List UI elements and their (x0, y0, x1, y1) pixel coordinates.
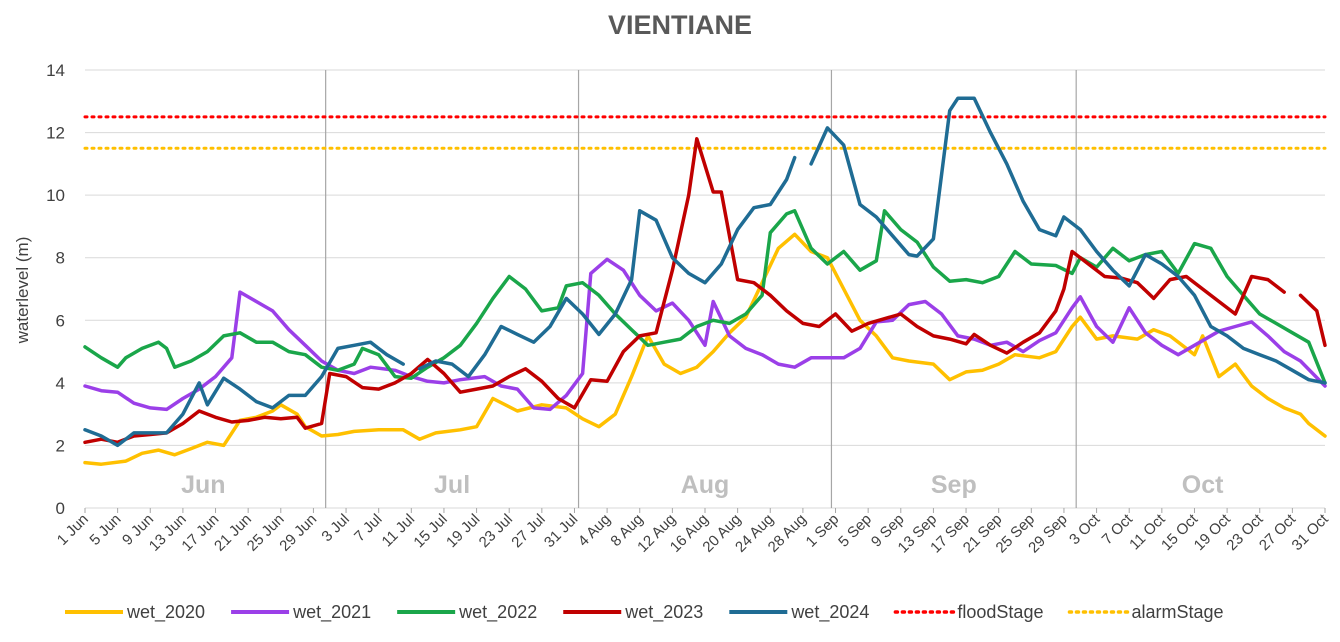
y-tick-labels: 0 2 4 6 8 10 12 14 (46, 61, 65, 518)
legend-item-wet_2020: wet_2020 (65, 602, 205, 623)
month-label-sep: Sep (931, 471, 977, 499)
legend-label: wet_2023 (624, 602, 703, 623)
x-tick-label: 29 Jun (276, 511, 320, 555)
gridlines (85, 69, 1325, 509)
y-tick-label: 8 (56, 249, 65, 268)
legend-label: wet_2022 (458, 602, 537, 623)
series-wet_2021 (83, 257, 1327, 412)
legend-item-wet_2022: wet_2022 (397, 602, 537, 623)
month-label-jun: Jun (181, 471, 225, 499)
chart-title: VIENTIANE (608, 10, 752, 40)
series-lines (83, 96, 1327, 466)
legend-item-alarmStage: alarmStage (1067, 602, 1224, 622)
legend-item-wet_2024: wet_2024 (729, 602, 869, 623)
series-wet_2024 (83, 96, 1327, 448)
legend-item-wet_2023: wet_2023 (563, 602, 703, 623)
y-tick-label: 14 (46, 61, 65, 80)
x-tick-label: 3 Jul (318, 511, 352, 545)
legend-label: wet_2020 (126, 602, 205, 623)
month-labels: Jun Jul Aug Sep Oct (181, 471, 1224, 499)
x-tick-label: 19 Jul (443, 511, 483, 551)
x-tick-label: 31 Oct (1289, 510, 1333, 554)
month-label-oct: Oct (1182, 471, 1224, 499)
x-tick-label: 27 Jul (508, 511, 548, 551)
legend: wet_2020 wet_2021 wet_2022 wet_2023 wet_2024… (65, 602, 1224, 623)
y-axis-label: waterlevel (m) (13, 237, 32, 345)
y-tick-label: 10 (46, 186, 65, 205)
x-tick-label: 1 Sep (803, 511, 843, 551)
y-tick-label: 6 (56, 311, 65, 330)
x-tick-label: 31 Jul (541, 511, 581, 551)
series-wet_2023 (83, 137, 1327, 445)
x-tick-label: 4 Aug (575, 511, 614, 550)
legend-label: alarmStage (1131, 602, 1223, 622)
month-label-jul: Jul (434, 471, 470, 499)
y-tick-label: 0 (56, 499, 65, 518)
x-tick-label: 5 Sep (835, 511, 875, 551)
legend-label: floodStage (957, 602, 1043, 622)
x-tick-label: 23 Jul (476, 511, 516, 551)
legend-item-floodStage: floodStage (893, 602, 1043, 622)
x-tick-label: 11 Jul (379, 511, 419, 551)
legend-item-wet_2021: wet_2021 (231, 602, 371, 623)
y-tick-label: 4 (56, 374, 65, 393)
legend-label: wet_2021 (292, 602, 371, 623)
x-tick-label: 5 Jun (86, 511, 124, 549)
y-tick-label: 2 (56, 436, 65, 455)
x-tick-label: 15 Jul (410, 511, 450, 551)
y-tick-label: 12 (46, 124, 65, 143)
month-label-aug: Aug (681, 471, 730, 499)
x-tick-label: 3 Oct (1066, 510, 1104, 548)
month-separators (325, 70, 1077, 508)
legend-label: wet_2024 (790, 602, 869, 623)
series-wet_2022 (83, 209, 1327, 385)
